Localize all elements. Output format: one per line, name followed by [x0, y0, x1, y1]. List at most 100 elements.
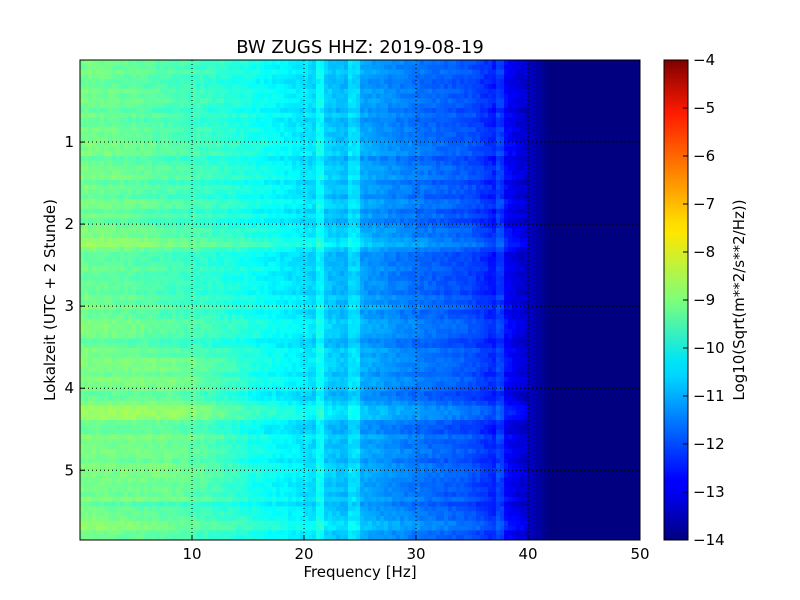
- heatmap-cell: [396, 122, 401, 128]
- heatmap-cell: [152, 184, 157, 191]
- heatmap-cell: [484, 132, 489, 138]
- heatmap-cell: [204, 74, 209, 80]
- heatmap-cell: [120, 146, 125, 152]
- heatmap-cell: [348, 84, 353, 90]
- heatmap-cell: [376, 79, 381, 85]
- heatmap-cell: [228, 204, 233, 210]
- heatmap-cell: [192, 156, 197, 162]
- heatmap-cell: [264, 122, 269, 128]
- heatmap-cell: [584, 194, 589, 200]
- heatmap-cell: [212, 170, 217, 176]
- heatmap-cell: [252, 170, 257, 176]
- heatmap-cell: [228, 175, 233, 181]
- heatmap-cell: [204, 175, 209, 181]
- heatmap-cell: [452, 194, 457, 200]
- heatmap-cell: [500, 213, 505, 219]
- heatmap-cell: [592, 127, 597, 133]
- heatmap-cell: [448, 136, 453, 143]
- heatmap-cell: [356, 64, 361, 71]
- heatmap-cell: [100, 69, 105, 75]
- heatmap-cell: [112, 132, 117, 138]
- heatmap-cell: [600, 74, 605, 80]
- heatmap-cell: [164, 199, 169, 205]
- heatmap-cell: [140, 64, 145, 71]
- heatmap-cell: [220, 127, 225, 133]
- heatmap-cell: [328, 122, 333, 128]
- heatmap-cell: [452, 175, 457, 181]
- heatmap-cell: [96, 175, 101, 181]
- heatmap-cell: [156, 151, 161, 157]
- heatmap-cell: [204, 141, 209, 147]
- heatmap-cell: [308, 112, 313, 119]
- heatmap-cell: [116, 151, 121, 157]
- heatmap-cell: [308, 165, 313, 171]
- heatmap-cell: [424, 194, 429, 200]
- heatmap-cell: [140, 165, 145, 171]
- heatmap-cell: [316, 112, 321, 119]
- heatmap-cell: [524, 74, 529, 80]
- heatmap-cell: [272, 223, 277, 229]
- heatmap-cell: [500, 184, 505, 191]
- heatmap-cell: [404, 194, 409, 200]
- heatmap-cell: [556, 93, 561, 99]
- heatmap-cell: [584, 199, 589, 205]
- heatmap-cell: [600, 194, 605, 200]
- heatmap-cell: [208, 117, 213, 123]
- heatmap-cell: [424, 184, 429, 191]
- heatmap-cell: [568, 156, 573, 162]
- heatmap-cell: [592, 74, 597, 80]
- heatmap-cell: [224, 60, 229, 66]
- heatmap-cell: [392, 223, 397, 229]
- heatmap-cell: [496, 151, 501, 157]
- heatmap-cell: [260, 189, 265, 195]
- heatmap-cell: [344, 189, 349, 195]
- heatmap-cell: [448, 108, 453, 114]
- heatmap-cell: [484, 199, 489, 205]
- heatmap-cell: [228, 74, 233, 80]
- heatmap-cell: [212, 136, 217, 143]
- heatmap-cell: [184, 146, 189, 152]
- heatmap-cell: [588, 180, 593, 186]
- heatmap-cell: [292, 146, 297, 152]
- heatmap-cell: [584, 160, 589, 167]
- heatmap-cell: [420, 180, 425, 186]
- heatmap-cell: [560, 122, 565, 128]
- heatmap-cell: [184, 79, 189, 85]
- heatmap-cell: [80, 88, 85, 95]
- heatmap-cell: [388, 60, 393, 66]
- heatmap-cell: [160, 112, 165, 119]
- heatmap-cell: [108, 151, 113, 157]
- heatmap-cell: [180, 180, 185, 186]
- heatmap-cell: [400, 180, 405, 186]
- heatmap-cell: [216, 156, 221, 162]
- heatmap-cell: [420, 204, 425, 210]
- heatmap-cell: [420, 165, 425, 171]
- heatmap-cell: [252, 136, 257, 143]
- heatmap-cell: [136, 60, 141, 66]
- heatmap-cell: [220, 74, 225, 80]
- heatmap-cell: [472, 69, 477, 75]
- heatmap-cell: [208, 141, 213, 147]
- heatmap-cell: [528, 165, 533, 171]
- heatmap-cell: [604, 88, 609, 95]
- heatmap-cell: [228, 223, 233, 229]
- heatmap-cell: [600, 175, 605, 181]
- heatmap-cell: [252, 165, 257, 171]
- heatmap-cell: [124, 175, 129, 181]
- heatmap-cell: [120, 223, 125, 229]
- heatmap-cell: [156, 127, 161, 133]
- heatmap-cell: [540, 98, 545, 104]
- heatmap-cell: [224, 156, 229, 162]
- heatmap-cell: [116, 208, 121, 215]
- heatmap-cell: [572, 165, 577, 171]
- heatmap-cell: [312, 223, 317, 229]
- heatmap-cell: [316, 84, 321, 90]
- heatmap-cell: [492, 84, 497, 90]
- heatmap-cell: [476, 208, 481, 215]
- heatmap-cell: [84, 108, 89, 114]
- heatmap-cell: [444, 160, 449, 167]
- heatmap-cell: [112, 69, 117, 75]
- heatmap-cell: [348, 88, 353, 95]
- heatmap-cell: [208, 146, 213, 152]
- heatmap-cell: [336, 170, 341, 176]
